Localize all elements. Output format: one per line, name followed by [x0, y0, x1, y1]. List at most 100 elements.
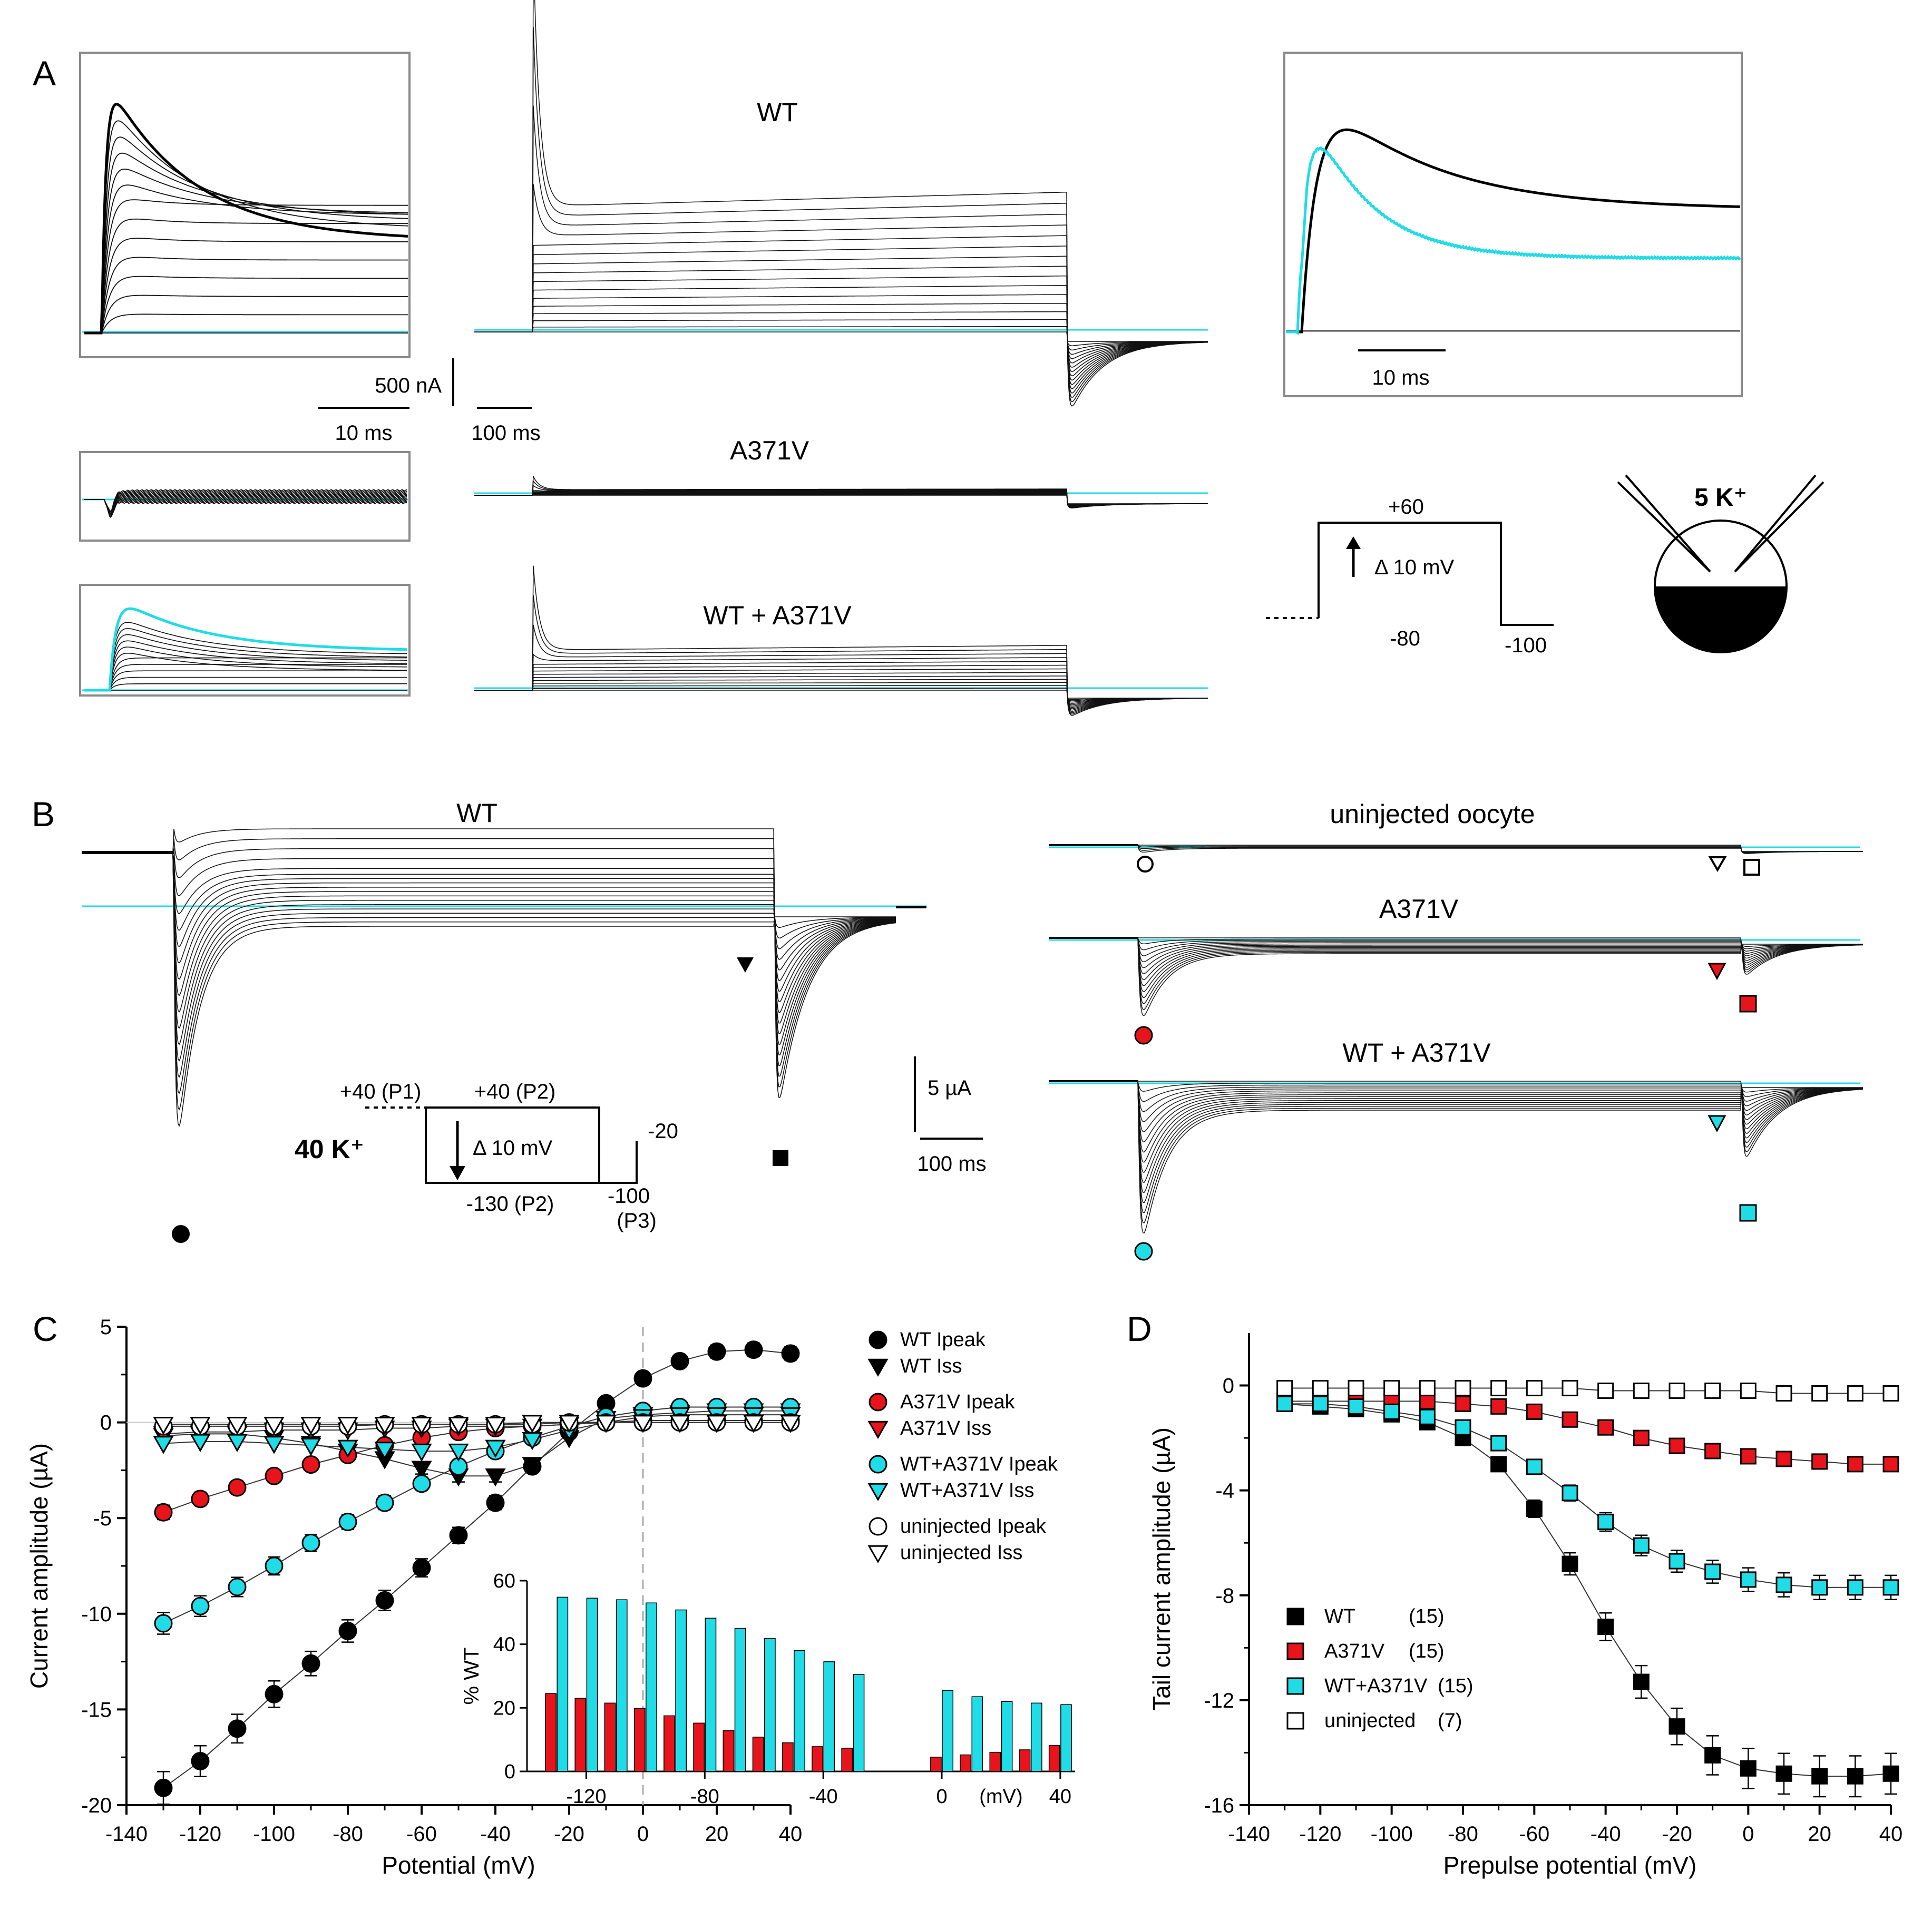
point-uninjected-iss [153, 1416, 174, 1435]
slow-sweep [474, 311, 1208, 355]
inset-bar-wt-a371v [675, 1609, 687, 1772]
point-wt-a371v-ipeak [154, 1614, 173, 1633]
panel-c-x-tick-label: -100 [253, 1823, 295, 1846]
inset-x-tick-label: 40 [1049, 1786, 1071, 1808]
point-wt-a371v [1490, 1435, 1507, 1452]
panel-d-x-tick-label: -40 [1591, 1823, 1621, 1846]
marker-het-ipeak [1134, 1242, 1153, 1261]
point-wt-a371v-ipeak [265, 1556, 284, 1575]
right-sweep [1051, 1081, 1863, 1173]
legend-n: (15) [1409, 1640, 1445, 1662]
slow-sweep [474, 302, 1208, 359]
slow-sweep [474, 565, 1208, 716]
panel-a-mut-fast-frame [79, 451, 411, 542]
inset-bar-a371v [693, 1722, 705, 1772]
point-uninjected-iss [559, 1415, 580, 1433]
point-a371v [1704, 1443, 1721, 1459]
panel-d: D -140 -120 -100 -80 -60 -40 -20 0 20 400-4-8-12-… [1127, 1309, 1902, 1879]
panel-b-mut-traces [1049, 937, 1863, 1016]
legend-marker [867, 1483, 889, 1502]
panel-d-x-label: Prepulse potential (mV) [1443, 1852, 1697, 1879]
electrode-right [1734, 481, 1824, 573]
inset-y-tick-label: 40 [493, 1634, 515, 1656]
panel-b-title-uninj: uninjected oocyte [1330, 799, 1535, 829]
wt-fast-sweep [84, 103, 408, 335]
legend-n: (7) [1438, 1710, 1462, 1732]
point-a371v [1455, 1395, 1471, 1412]
slow-sweep [474, 494, 1208, 505]
inset-bar-wt-a371v [794, 1650, 805, 1772]
point-uninjected [1597, 1383, 1614, 1399]
point-a371v-ipeak [191, 1490, 210, 1508]
point-wt-a371v-ipeak [338, 1512, 357, 1531]
slow-sweep [474, 285, 1208, 368]
panel-a-protocol-hold: -80 [1390, 627, 1420, 650]
point-wt-a371v [1383, 1403, 1400, 1420]
wt-fast-sweep [84, 184, 408, 334]
legend-label: WT [1324, 1605, 1355, 1628]
point-uninjected-iss [669, 1415, 690, 1433]
slow-sweep [474, 494, 1208, 505]
slow-sweep [474, 672, 1208, 707]
slow-sweep [474, 685, 1208, 701]
point-wt-a371v [1455, 1419, 1471, 1436]
point-a371v [1882, 1456, 1899, 1473]
slow-sweep [474, 326, 1208, 346]
panel-a-protocol-step: Δ 10 mV [1374, 556, 1455, 579]
inset-bar-wt-a371v [705, 1618, 717, 1772]
point-wt-a371v-ipeak [228, 1578, 247, 1596]
point-wt-ipeak [486, 1493, 505, 1512]
panel-a-title-wt: WT [757, 97, 798, 127]
marker-wt-tail [773, 1150, 788, 1166]
point-wt-a371v-ipeak [301, 1533, 320, 1552]
panel-b-label: B [32, 795, 55, 834]
panel-b-solution: 40 K⁺ [295, 1134, 364, 1164]
panel-c-y-tick-label: -20 [81, 1794, 112, 1817]
inset-bar-wt-a371v [1030, 1702, 1042, 1772]
point-wt-a371v [1312, 1395, 1329, 1412]
slow-sweep [474, 184, 1208, 394]
panel-a-wt-fast-traces [82, 103, 408, 335]
point-wt-a371v-ipeak [412, 1474, 431, 1493]
legend-label: WT Iss [900, 1355, 962, 1377]
het-fast-sweep [84, 646, 407, 691]
point-uninjected [1704, 1383, 1721, 1399]
marker-wt-ipeak [172, 1225, 190, 1243]
legend-marker [1286, 1642, 1304, 1660]
point-a371v [1526, 1403, 1543, 1420]
het-fast-sweep [84, 640, 407, 691]
panel-d-x-tick-label: -100 [1371, 1823, 1413, 1846]
slow-sweep [474, 235, 1208, 389]
panel-a-title-mut: A371V [730, 436, 809, 465]
panel-b-title-het: WT + A371V [1342, 1038, 1491, 1067]
right-sweep [1051, 845, 1863, 853]
point-wt [1811, 1768, 1828, 1785]
slow-sweep [474, 595, 1208, 714]
legend-label: A371V Ipeak [900, 1391, 1016, 1413]
slow-sweep [474, 661, 1208, 711]
point-wt-a371v [1597, 1513, 1614, 1530]
point-a371v [1847, 1456, 1863, 1473]
panel-d-x-tick-label: 20 [1808, 1823, 1831, 1846]
panel-c-x-tick-label: -20 [554, 1823, 584, 1846]
series-line [163, 1406, 791, 1624]
point-wt-ipeak [707, 1342, 726, 1361]
right-sweep [1051, 1081, 1863, 1088]
panel-c-x-tick-label: -80 [333, 1823, 363, 1846]
panel-b: B WT 5 µA 100 ms +40 (P1) +40 (P2) Δ 10 … [32, 795, 1863, 1261]
point-wt-ipeak [265, 1684, 284, 1703]
point-a371v [1597, 1419, 1614, 1436]
wt-deactivation-sweep [169, 852, 896, 1024]
panel-a-protocol: +60 Δ 10 mV -80 -100 [1266, 495, 1554, 657]
panel-d-y-tick-label: 0 [1223, 1375, 1234, 1398]
panel-a-inset-frame [1283, 52, 1743, 397]
legend-n: (15) [1409, 1605, 1445, 1628]
panel-b-scale-time: 100 ms [917, 1152, 986, 1175]
series-line [163, 1420, 791, 1513]
point-uninjected [1882, 1385, 1899, 1402]
inset-x-tick-label: -80 [690, 1786, 719, 1808]
right-sweep [1051, 1081, 1863, 1093]
panel-a-scale-bars: 500 nA 10 ms 100 ms [318, 358, 541, 445]
point-wt-a371v [1348, 1398, 1364, 1415]
point-a371v-ipeak [228, 1478, 247, 1497]
